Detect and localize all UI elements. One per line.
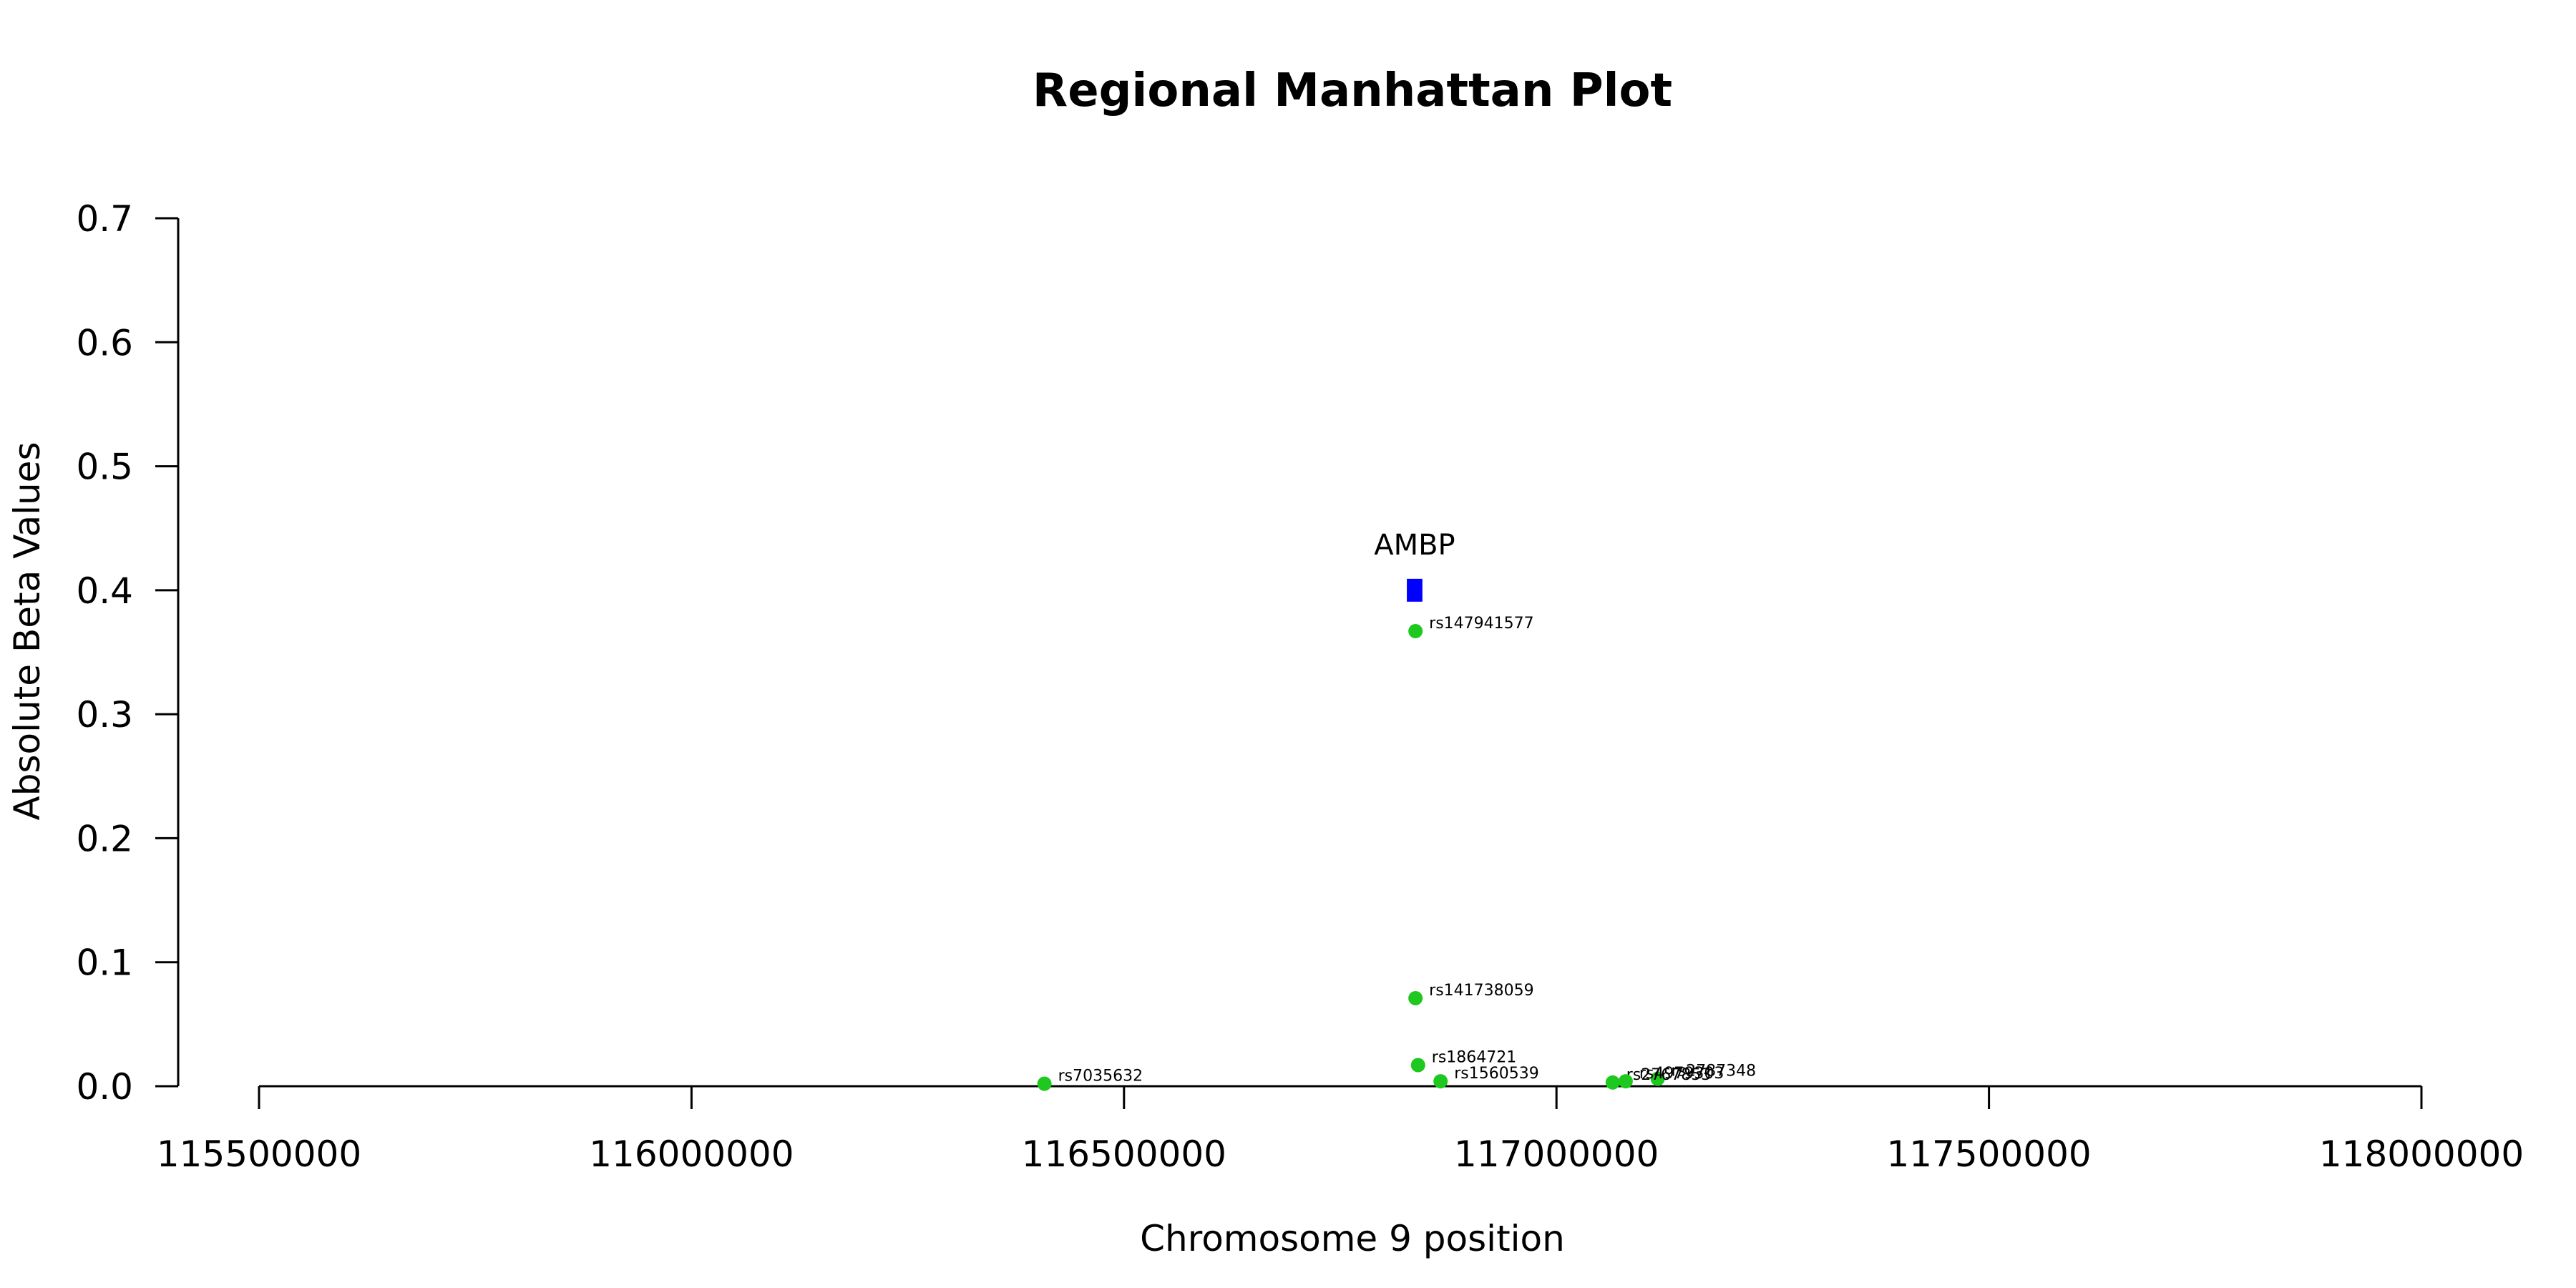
snp-points: rs147941577 rs141738059 rs1864721rs1560539… xyxy=(1037,615,1757,1091)
x-tick-label: 116000000 xyxy=(589,1133,794,1175)
y-tick-label: 0.2 xyxy=(76,818,133,859)
snp-label: rs2787348 xyxy=(1672,1063,1757,1080)
y-tick-label: 0.6 xyxy=(76,322,133,364)
gene-markers: AMBP xyxy=(1374,529,1455,602)
chart-title: Regional Manhattan Plot xyxy=(1033,64,1672,117)
snp-point xyxy=(1605,1075,1620,1090)
y-axis-ticks: 0.0 0.1 0.2 0.3 0.4 0.5 0.6 0.7 xyxy=(76,198,178,1108)
x-axis-label: Chromosome 9 position xyxy=(1140,1218,1565,1259)
x-tick-label: 117500000 xyxy=(1886,1133,2091,1175)
gene-label: AMBP xyxy=(1374,529,1455,562)
y-tick-label: 0.7 xyxy=(76,198,133,240)
y-tick-label: 0.5 xyxy=(76,447,133,488)
snp-label: rs1560539 xyxy=(1454,1065,1538,1083)
y-tick-label: 0.3 xyxy=(76,694,133,736)
snp-point xyxy=(1037,1076,1052,1091)
snp-point xyxy=(1618,1074,1633,1089)
snp-label: rs1864721 xyxy=(1432,1049,1517,1067)
snp-point xyxy=(1408,624,1423,639)
y-tick-label: 0.4 xyxy=(76,570,133,612)
snp-label: rs141738059 xyxy=(1429,982,1533,1000)
x-tick-label: 116500000 xyxy=(1022,1133,1226,1175)
snp-label: rs4979303 xyxy=(1639,1065,1724,1083)
x-tick-label: 115500000 xyxy=(157,1133,361,1175)
y-tick-label: 0.1 xyxy=(76,942,133,984)
snp-point xyxy=(1433,1074,1448,1089)
snp-label: rs147941577 xyxy=(1429,615,1533,633)
snp-label: rs2767853 xyxy=(1626,1066,1712,1084)
x-axis-ticks: 115500000 116000000 116500000 117000000 1175… xyxy=(157,1086,2524,1175)
y-tick-label: 0.0 xyxy=(76,1066,133,1108)
snp-label: rs7035632 xyxy=(1058,1068,1143,1085)
snp-point xyxy=(1410,1058,1425,1073)
snp-point xyxy=(1650,1071,1665,1086)
x-tick-label: 118000000 xyxy=(2319,1133,2524,1175)
y-axis-label: Absolute Beta Values xyxy=(6,442,48,821)
snp-point xyxy=(1408,990,1423,1005)
x-tick-label: 117000000 xyxy=(1454,1133,1659,1175)
gene-box xyxy=(1407,578,1423,602)
